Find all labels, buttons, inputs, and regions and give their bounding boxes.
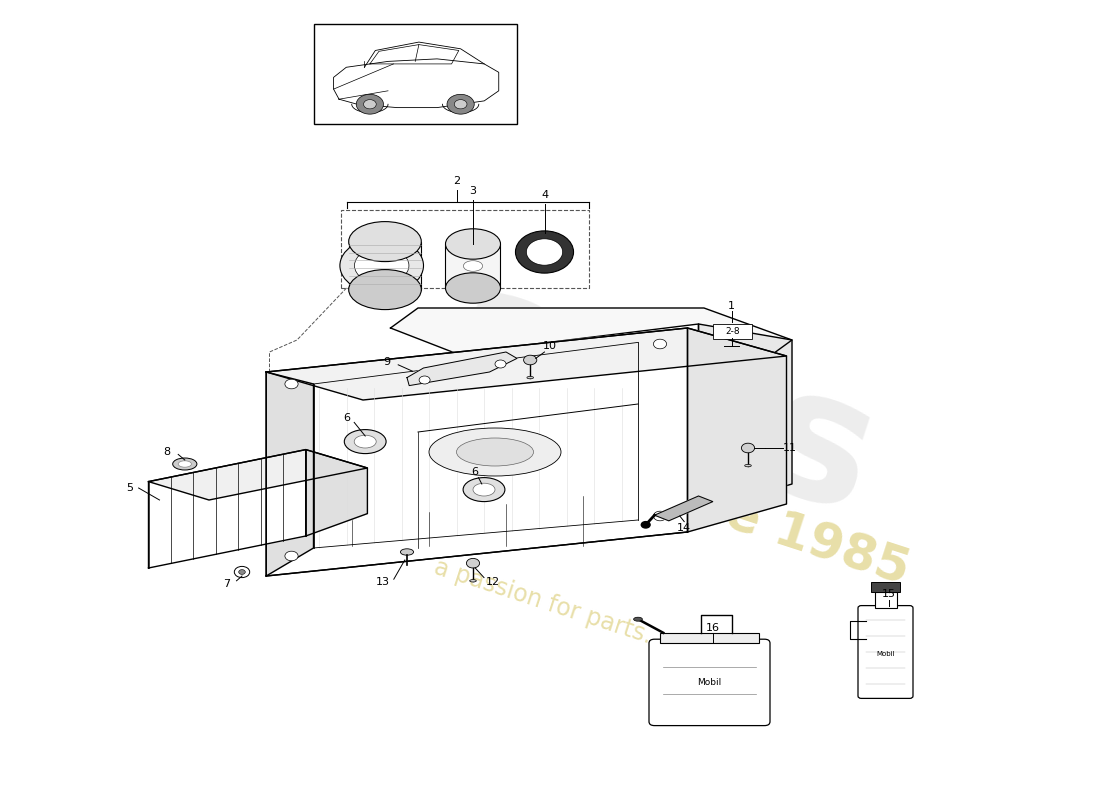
- FancyBboxPatch shape: [649, 639, 770, 726]
- Text: 5: 5: [126, 483, 133, 493]
- Circle shape: [285, 551, 298, 561]
- Ellipse shape: [634, 618, 642, 621]
- Circle shape: [653, 511, 667, 521]
- Text: 2: 2: [453, 176, 460, 186]
- Ellipse shape: [340, 238, 424, 294]
- Text: 11: 11: [783, 443, 798, 453]
- Circle shape: [524, 355, 537, 365]
- Ellipse shape: [178, 461, 191, 467]
- Ellipse shape: [400, 549, 414, 555]
- Text: 6: 6: [472, 467, 478, 477]
- Ellipse shape: [463, 478, 505, 502]
- Polygon shape: [333, 59, 498, 108]
- Text: 8: 8: [164, 447, 170, 457]
- Ellipse shape: [470, 579, 476, 582]
- FancyBboxPatch shape: [713, 324, 752, 339]
- Polygon shape: [698, 324, 792, 512]
- Text: 14: 14: [678, 523, 691, 533]
- Polygon shape: [306, 450, 367, 536]
- Ellipse shape: [473, 483, 495, 496]
- Circle shape: [495, 360, 506, 368]
- Ellipse shape: [354, 435, 376, 448]
- Text: a passion for parts...: a passion for parts...: [431, 555, 669, 653]
- Ellipse shape: [527, 238, 562, 266]
- FancyBboxPatch shape: [858, 606, 913, 698]
- Text: 12: 12: [486, 578, 500, 587]
- Text: 6: 6: [343, 413, 350, 422]
- Text: 13: 13: [376, 578, 389, 587]
- Text: 15: 15: [882, 589, 895, 598]
- Ellipse shape: [527, 376, 534, 378]
- Circle shape: [239, 570, 245, 574]
- Text: ares: ares: [424, 248, 896, 552]
- Text: 3: 3: [470, 186, 476, 196]
- Text: 10: 10: [543, 341, 557, 350]
- Polygon shape: [654, 496, 713, 521]
- Ellipse shape: [463, 261, 483, 271]
- Ellipse shape: [173, 458, 197, 470]
- Ellipse shape: [456, 438, 534, 466]
- Polygon shape: [148, 450, 306, 568]
- Ellipse shape: [344, 430, 386, 454]
- Circle shape: [363, 100, 376, 109]
- Polygon shape: [407, 352, 517, 386]
- Text: 4: 4: [541, 190, 548, 200]
- Ellipse shape: [446, 273, 501, 303]
- Circle shape: [419, 376, 430, 384]
- Circle shape: [653, 339, 667, 349]
- Polygon shape: [266, 372, 314, 576]
- Circle shape: [447, 94, 474, 114]
- Text: 2-8: 2-8: [725, 326, 740, 336]
- Polygon shape: [266, 328, 786, 400]
- Ellipse shape: [446, 229, 501, 259]
- Text: since 1985: since 1985: [613, 454, 916, 594]
- Ellipse shape: [354, 247, 409, 284]
- FancyBboxPatch shape: [446, 244, 501, 288]
- Text: 7: 7: [223, 579, 230, 589]
- Circle shape: [285, 379, 298, 389]
- Circle shape: [356, 94, 384, 114]
- Circle shape: [641, 522, 650, 528]
- Polygon shape: [266, 328, 688, 576]
- FancyBboxPatch shape: [349, 242, 421, 290]
- Polygon shape: [148, 450, 367, 500]
- Circle shape: [741, 443, 755, 453]
- Circle shape: [466, 558, 480, 568]
- Polygon shape: [275, 324, 698, 560]
- FancyBboxPatch shape: [660, 633, 759, 643]
- Circle shape: [454, 100, 467, 109]
- Polygon shape: [688, 328, 786, 532]
- Circle shape: [234, 566, 250, 578]
- Text: Mobil: Mobil: [877, 650, 894, 657]
- Text: 16: 16: [706, 623, 719, 633]
- Ellipse shape: [745, 464, 751, 467]
- Ellipse shape: [429, 428, 561, 476]
- Ellipse shape: [349, 222, 421, 262]
- Polygon shape: [390, 308, 792, 360]
- Text: 1: 1: [728, 301, 735, 310]
- Ellipse shape: [516, 231, 573, 273]
- FancyBboxPatch shape: [874, 592, 896, 608]
- Text: 9: 9: [384, 357, 390, 366]
- Ellipse shape: [349, 270, 421, 310]
- FancyBboxPatch shape: [314, 24, 517, 124]
- Text: Mobil: Mobil: [697, 678, 722, 687]
- FancyBboxPatch shape: [871, 582, 900, 592]
